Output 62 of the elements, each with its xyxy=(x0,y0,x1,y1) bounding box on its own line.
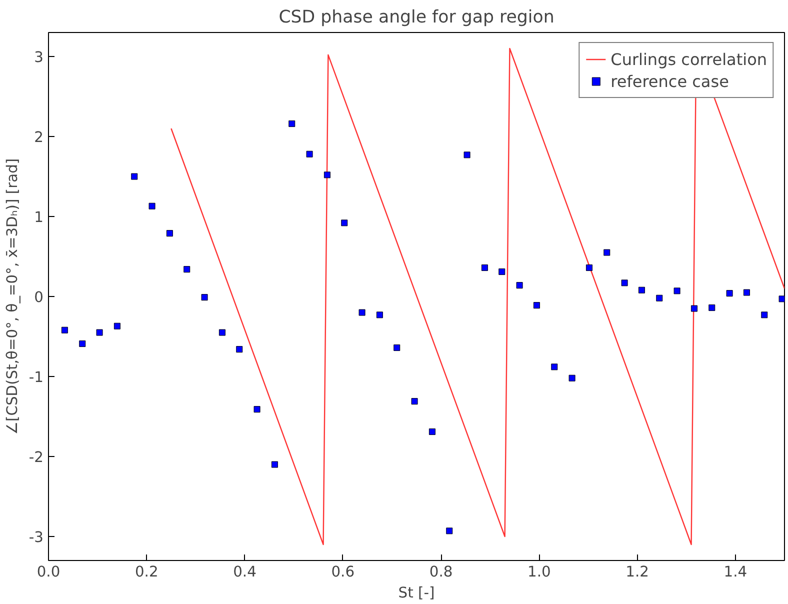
x-tick-label: 1.2 xyxy=(626,564,649,580)
point xyxy=(674,288,680,294)
point xyxy=(761,312,768,318)
x-tick-label: 0.6 xyxy=(331,564,355,580)
point xyxy=(254,406,260,413)
point xyxy=(498,268,506,275)
point xyxy=(533,302,540,309)
point xyxy=(778,296,784,302)
point xyxy=(516,282,523,289)
y-tick-label: -3 xyxy=(28,529,44,546)
point xyxy=(446,528,453,534)
y-tick-label: 0 xyxy=(34,289,44,306)
legend-label: Curlings correlation xyxy=(610,50,767,68)
x-tick-label: 0.2 xyxy=(134,564,158,580)
point xyxy=(184,266,190,273)
point xyxy=(726,290,733,297)
chart-title: CSD phase angle for gap region xyxy=(278,8,554,28)
point xyxy=(358,309,366,316)
point xyxy=(288,120,296,127)
point xyxy=(376,312,383,318)
y-axis-title: ∠[CSD(St,θ=0°, θ_=0°, x̄=3Dₕ)] [rad] xyxy=(4,158,21,435)
point xyxy=(114,322,120,330)
x-tick-label: 0.4 xyxy=(233,564,256,580)
point xyxy=(464,152,470,158)
point xyxy=(481,264,488,271)
point xyxy=(61,326,68,334)
x-tick-label: 0.8 xyxy=(429,564,453,580)
point xyxy=(743,289,750,296)
x-tick-label: 0.0 xyxy=(36,564,60,580)
point xyxy=(394,344,400,351)
legend-label: reference case xyxy=(610,72,729,90)
point xyxy=(148,202,156,210)
point xyxy=(201,294,208,301)
point xyxy=(604,249,610,256)
point xyxy=(621,280,628,286)
x-tick-label: 1.4 xyxy=(724,564,748,580)
point xyxy=(166,230,173,237)
point xyxy=(324,172,330,178)
y-tick-label: -1 xyxy=(28,369,44,386)
point xyxy=(79,340,86,347)
y-tick-label: 1 xyxy=(34,209,44,226)
x-axis-title: St [-] xyxy=(398,584,435,602)
point xyxy=(656,294,663,302)
point xyxy=(96,329,103,336)
point xyxy=(428,428,436,435)
point xyxy=(236,346,243,353)
point xyxy=(306,150,313,158)
point xyxy=(586,264,592,271)
point xyxy=(551,364,558,370)
point xyxy=(638,286,645,294)
y-tick-label: -2 xyxy=(28,449,44,466)
point xyxy=(411,398,418,405)
y-tick-label: 3 xyxy=(34,49,44,66)
point xyxy=(131,173,138,180)
point xyxy=(690,305,698,312)
point xyxy=(271,461,278,468)
point xyxy=(708,304,716,311)
point xyxy=(341,220,348,226)
point xyxy=(568,374,576,382)
x-tick-label: 1.0 xyxy=(528,564,551,580)
point xyxy=(218,329,226,336)
y-tick-label: 2 xyxy=(34,129,44,146)
